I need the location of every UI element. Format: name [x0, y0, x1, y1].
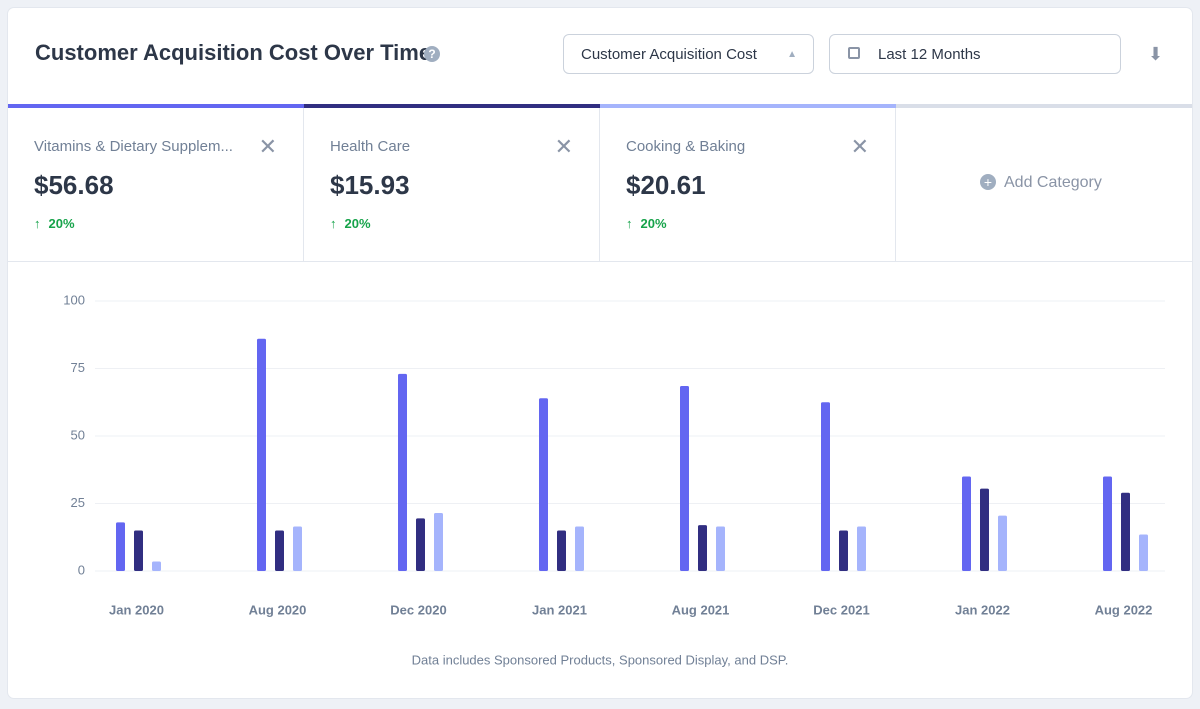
chart: Data includes Sponsored Products, Sponso… — [63, 292, 1165, 667]
bar — [539, 398, 548, 571]
bar — [962, 476, 971, 571]
bar — [434, 512, 443, 571]
series-name: Cooking & Baking — [626, 138, 746, 155]
y-tick-label: 25 — [71, 495, 85, 510]
bar — [839, 530, 848, 571]
y-tick-label: 100 — [63, 292, 85, 307]
x-tick-label: Aug 2020 — [249, 602, 307, 617]
metric-label: Customer Acquisition Cost — [581, 46, 757, 63]
bar — [1139, 534, 1148, 571]
bar — [698, 525, 707, 571]
range-select[interactable]: Last 12 Months — [829, 34, 1121, 74]
x-tick-label: Aug 2021 — [672, 602, 730, 617]
bar — [575, 526, 584, 571]
add-category[interactable]: + Add Category — [896, 108, 1192, 262]
y-tick-label: 0 — [78, 562, 85, 577]
card-value: $20.61 — [626, 170, 706, 200]
download[interactable]: ⬇ — [1148, 44, 1164, 64]
widget: Customer Acquisition Cost Over Time ? Cu… — [8, 8, 1192, 698]
bar — [134, 530, 143, 571]
series-name: Health Care — [330, 138, 411, 155]
bar — [980, 488, 989, 571]
add-category-label: + Add Category — [980, 174, 1102, 192]
bar — [998, 515, 1007, 571]
series-tab — [896, 104, 1192, 108]
footnote: Data includes Sponsored Products, Sponso… — [412, 652, 789, 667]
remove[interactable]: ✕ — [554, 134, 573, 159]
series-name: Vitamins & Dietary Supplem... — [34, 138, 233, 155]
y-tick-label: 50 — [71, 427, 85, 442]
card-change: ↑ 20% — [330, 216, 371, 231]
category-card: Health Care ✕ $15.93 ↑ 20% — [304, 108, 600, 262]
x-tick-label: Dec 2020 — [390, 602, 446, 617]
bar — [821, 402, 830, 571]
metric-select[interactable]: Customer Acquisition Cost ▲ — [563, 34, 814, 74]
remove[interactable]: ✕ — [258, 134, 277, 159]
card-change: ↑ 20% — [626, 216, 667, 231]
x-tick-label: Jan 2021 — [532, 602, 587, 617]
x-tick-label: Aug 2022 — [1095, 602, 1153, 617]
x-tick-label: Dec 2021 — [813, 602, 869, 617]
bar — [398, 373, 407, 571]
bar — [857, 526, 866, 571]
category-card: Cooking & Baking ✕ $20.61 ↑ 20% — [600, 108, 896, 262]
bar — [1103, 476, 1112, 571]
bar — [716, 526, 725, 571]
help-icon[interactable]: ? — [424, 46, 440, 62]
bar — [293, 526, 302, 571]
bar — [416, 518, 425, 571]
series-tab — [8, 104, 304, 108]
card-change: ↑ 20% — [34, 216, 75, 231]
bar — [152, 561, 161, 571]
series-tab — [600, 104, 896, 108]
x-tick-label: Jan 2022 — [955, 602, 1010, 617]
bar — [1121, 492, 1130, 571]
bar — [257, 338, 266, 571]
bar — [275, 530, 284, 571]
series-tab — [304, 104, 600, 108]
bar — [680, 386, 689, 571]
range-label: Last 12 Months — [878, 46, 981, 63]
category-card: Vitamins & Dietary Supplem... ✕ $56.68 ↑ 20% — [8, 108, 304, 262]
bar — [116, 522, 125, 571]
y-tick-label: 75 — [71, 360, 85, 375]
x-tick-label: Jan 2020 — [109, 602, 164, 617]
card-value: $56.68 — [34, 170, 114, 200]
remove[interactable]: ✕ — [850, 134, 869, 159]
card-value: $15.93 — [330, 170, 410, 200]
bar — [557, 530, 566, 571]
title: Customer Acquisition Cost Over Time — [35, 40, 432, 65]
